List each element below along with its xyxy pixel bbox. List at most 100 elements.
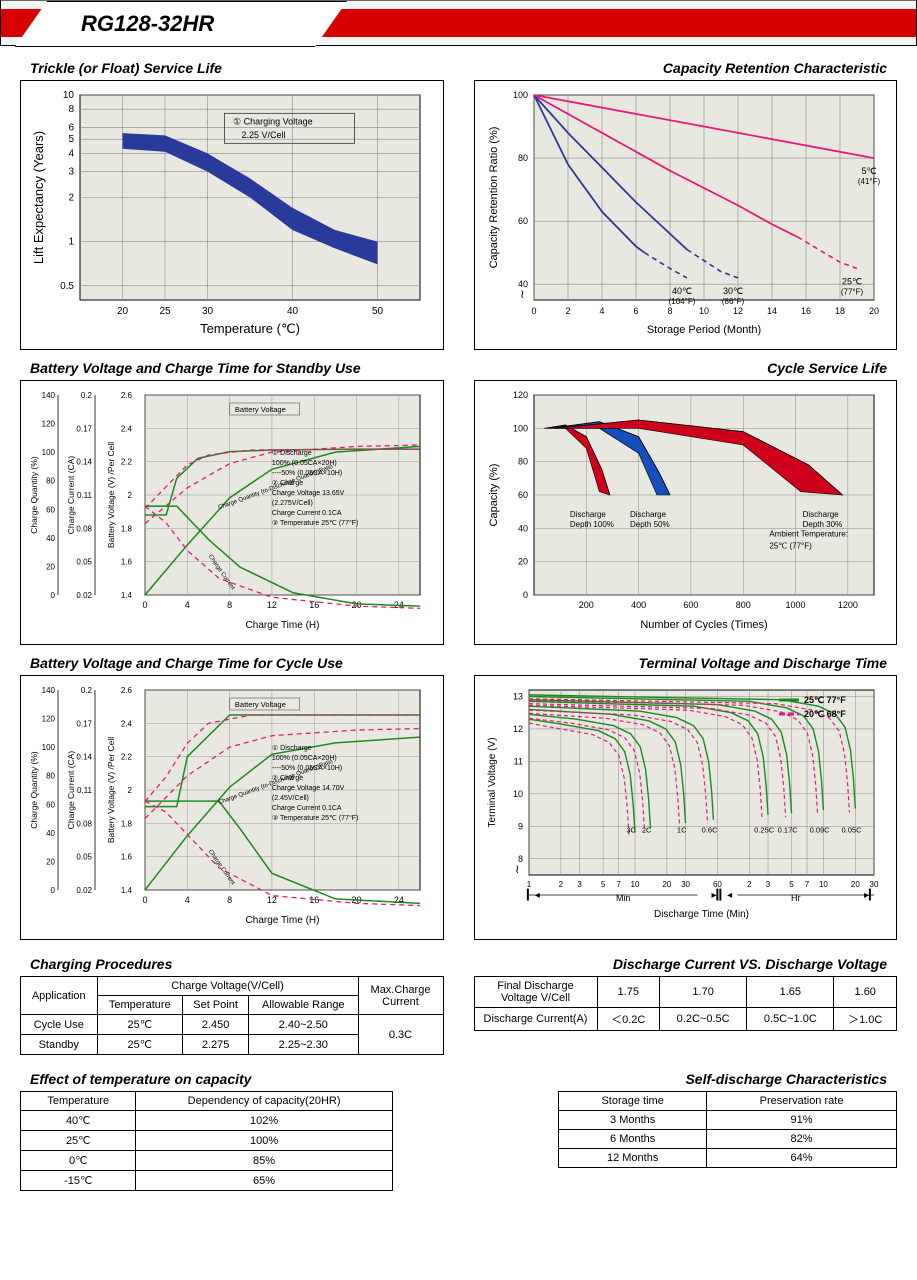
svg-text:80: 80 (517, 457, 527, 467)
svg-text:Charge Time (H): Charge Time (H) (246, 915, 320, 926)
svg-text:9: 9 (517, 821, 522, 831)
svg-text:(2.275V/Cell): (2.275V/Cell) (272, 500, 313, 507)
svg-text:0.11: 0.11 (77, 786, 93, 795)
svg-text:0.5: 0.5 (60, 281, 74, 292)
svg-text:2.2: 2.2 (121, 458, 133, 467)
model-title: RG128-32HR (81, 11, 214, 37)
svg-text:14: 14 (766, 306, 776, 316)
selfdis-title: Self-discharge Characteristics (474, 1071, 888, 1087)
svg-text:20: 20 (117, 306, 129, 317)
svg-text:40℃: 40℃ (671, 286, 691, 296)
svg-text:6: 6 (633, 306, 638, 316)
svg-text:3: 3 (577, 880, 582, 889)
svg-text:0.14: 0.14 (76, 753, 92, 762)
svg-text:1.4: 1.4 (121, 886, 133, 895)
svg-text:Depth 30%: Depth 30% (802, 520, 842, 529)
svg-text:8: 8 (68, 104, 74, 115)
svg-text:16: 16 (800, 306, 810, 316)
svg-text:3: 3 (765, 880, 770, 889)
svg-text:2.25 V/Cell: 2.25 V/Cell (242, 130, 286, 140)
svg-text:120: 120 (512, 390, 527, 400)
svg-text:30: 30 (202, 306, 214, 317)
svg-text:Charge Current 0.1CA: Charge Current 0.1CA (272, 805, 342, 812)
svg-text:1000: 1000 (785, 600, 805, 610)
svg-text:0.6C: 0.6C (701, 825, 717, 834)
svg-text:80: 80 (517, 153, 527, 163)
svg-text:Battery Voltage (V) /Per Cell: Battery Voltage (V) /Per Cell (106, 737, 116, 843)
svg-text:40: 40 (46, 534, 55, 543)
svg-text:0.17: 0.17 (76, 719, 92, 728)
svg-text:140: 140 (42, 686, 56, 695)
svg-text:6: 6 (68, 123, 74, 134)
svg-text:1.8: 1.8 (121, 524, 133, 533)
svg-text:2.2: 2.2 (121, 753, 133, 762)
svg-text:0.08: 0.08 (76, 524, 92, 533)
svg-text:2: 2 (558, 880, 563, 889)
svg-text:4: 4 (185, 600, 190, 610)
svg-text:60: 60 (517, 490, 527, 500)
svg-text:5: 5 (600, 880, 605, 889)
svg-text:13: 13 (512, 691, 522, 701)
svg-text:1C: 1C (676, 825, 686, 834)
cycleuse-title: Battery Voltage and Charge Time for Cycl… (30, 655, 444, 671)
svg-text:Battery Voltage: Battery Voltage (235, 405, 286, 414)
header-bar: RG128-32HR (0, 0, 917, 46)
svg-text:Charge Time (H): Charge Time (H) (246, 620, 320, 631)
svg-text:60: 60 (46, 800, 55, 809)
svg-text:8: 8 (667, 306, 672, 316)
svg-text:0.05: 0.05 (76, 558, 92, 567)
svg-text:7: 7 (616, 880, 621, 889)
svg-text:4: 4 (599, 306, 604, 316)
svg-text:▎◂: ▎◂ (718, 888, 732, 901)
svg-text:0: 0 (522, 590, 527, 600)
svg-text:Capacity Retention Ratio (%): Capacity Retention Ratio (%) (488, 127, 500, 269)
svg-text:----50% (0.05CA×10H): ----50% (0.05CA×10H) (272, 470, 342, 477)
svg-text:25℃ 77°F: 25℃ 77°F (804, 695, 846, 705)
svg-text:60: 60 (46, 505, 55, 514)
svg-text:24: 24 (394, 895, 404, 905)
svg-text:----50% (0.05CA×10H): ----50% (0.05CA×10H) (272, 765, 342, 772)
svg-text:(41°F): (41°F) (857, 177, 880, 186)
svg-text:0.11: 0.11 (77, 491, 93, 500)
svg-text:5: 5 (789, 880, 794, 889)
svg-text:0.02: 0.02 (76, 591, 92, 600)
svg-text:10: 10 (630, 880, 639, 889)
svg-text:(104°F): (104°F) (668, 297, 695, 306)
svg-text:20: 20 (46, 857, 55, 866)
svg-text:5: 5 (68, 134, 74, 145)
svg-text:Discharge: Discharge (630, 510, 667, 519)
svg-text:0.09C: 0.09C (809, 825, 830, 834)
svg-text:20: 20 (850, 880, 859, 889)
svg-text:Charge Current (CA): Charge Current (CA) (66, 456, 76, 535)
cycleuse-chart: 04812162024020406080100120140Charge Quan… (20, 675, 444, 940)
svg-text:40: 40 (517, 523, 527, 533)
svg-text:Min: Min (615, 893, 630, 903)
svg-text:① Discharge: ① Discharge (272, 449, 312, 457)
tempcap-title: Effect of temperature on capacity (30, 1071, 444, 1087)
svg-text:5℃: 5℃ (861, 166, 876, 176)
charging-table: Application Charge Voltage(V/Cell) Max.C… (20, 976, 444, 1055)
svg-text:0: 0 (51, 886, 56, 895)
svg-text:Discharge: Discharge (569, 510, 606, 519)
svg-text:2: 2 (128, 786, 133, 795)
svg-text:2: 2 (565, 306, 570, 316)
svg-text:Charge Current (CA): Charge Current (CA) (66, 751, 76, 830)
svg-text:0.14: 0.14 (76, 458, 92, 467)
svg-text:4: 4 (68, 148, 74, 159)
svg-text:200: 200 (578, 600, 593, 610)
svg-text:2: 2 (747, 880, 752, 889)
svg-text:30: 30 (869, 880, 878, 889)
svg-text:(77°F): (77°F) (840, 287, 863, 296)
svg-text:800: 800 (735, 600, 750, 610)
svg-text:0.17: 0.17 (76, 424, 92, 433)
svg-text:10: 10 (512, 789, 522, 799)
svg-text:2.6: 2.6 (121, 686, 133, 695)
svg-text:Hr: Hr (790, 893, 800, 903)
svg-text:11: 11 (513, 756, 522, 766)
svg-text:120: 120 (42, 420, 56, 429)
svg-text:Number of Cycles (Times): Number of Cycles (Times) (640, 619, 767, 631)
svg-text:③ Temperature 25℃ (77°F): ③ Temperature 25℃ (77°F) (272, 814, 358, 822)
svg-text:② Charge: ② Charge (272, 774, 303, 782)
svg-text:20: 20 (517, 557, 527, 567)
trickle-chart: 0.51234568102025304050① Charging Voltage… (20, 80, 444, 350)
